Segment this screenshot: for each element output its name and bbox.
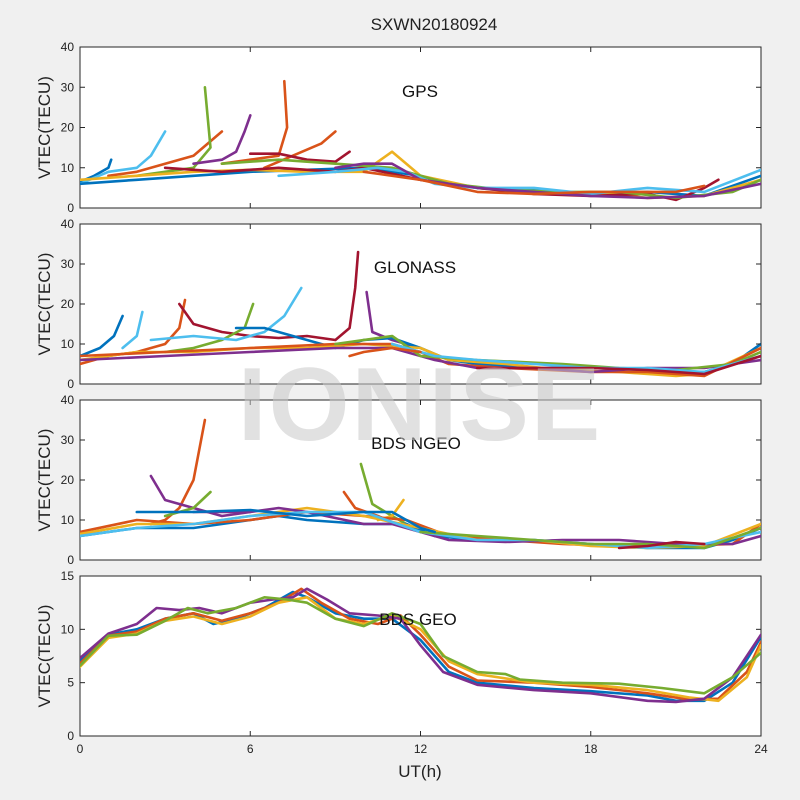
series-group bbox=[80, 250, 761, 378]
system-label: BDS NGEO bbox=[371, 434, 461, 453]
y-tick-label: 0 bbox=[67, 377, 74, 391]
figure-title: SXWN20180924 bbox=[371, 15, 498, 34]
y-tick-label: 30 bbox=[61, 80, 75, 94]
series-line-4 bbox=[135, 86, 212, 178]
series-group bbox=[80, 79, 761, 202]
y-tick-label: 40 bbox=[61, 217, 75, 231]
x-tick-label: 12 bbox=[414, 742, 428, 756]
y-tick-label: 10 bbox=[61, 622, 75, 636]
watermark: IONISE bbox=[238, 347, 603, 463]
series-line-7 bbox=[149, 286, 303, 342]
system-label: GLONASS bbox=[374, 258, 456, 277]
series-line-7 bbox=[263, 130, 337, 170]
series-group bbox=[80, 418, 761, 550]
subplot-1: 0 10 20 30 40 VTEC(TECU) GPS bbox=[35, 40, 762, 215]
y-tick-label: 10 bbox=[61, 337, 75, 351]
x-tick-label: 24 bbox=[754, 742, 768, 756]
y-tick-label: 10 bbox=[61, 513, 75, 527]
series-group bbox=[80, 587, 761, 704]
series-line-6 bbox=[220, 79, 289, 165]
series-line-2 bbox=[80, 130, 167, 186]
series-line-6 bbox=[163, 302, 255, 354]
y-tick-label: 40 bbox=[61, 393, 75, 407]
series-line-15 bbox=[348, 346, 422, 358]
subplot-panels: 0 10 20 30 40 VTEC(TECU) GPS 0 10 20 30 40 VTEC(TECU… bbox=[35, 40, 768, 756]
series-line-3 bbox=[163, 490, 212, 518]
y-tick-label: 10 bbox=[61, 161, 75, 175]
subplot-3: 0 10 20 30 40 VTEC(TECU) BDS NGEO bbox=[35, 393, 762, 567]
series-line-1 bbox=[80, 314, 124, 358]
series-line-4 bbox=[80, 587, 761, 704]
y-tick-label: 0 bbox=[67, 553, 74, 567]
series-line-13 bbox=[135, 508, 436, 534]
y-tick-label: 20 bbox=[61, 121, 75, 135]
series-line-5 bbox=[80, 596, 761, 695]
series-line-12 bbox=[419, 526, 761, 550]
x-tick-label: 0 bbox=[77, 742, 84, 756]
series-line-12 bbox=[334, 334, 761, 372]
y-axis-label: VTEC(TECU) bbox=[35, 253, 54, 356]
subplot-2: 0 10 20 30 40 VTEC(TECU) GLONASS bbox=[35, 217, 762, 391]
subplot-4: 0 5 10 15 0 6 12 18 24 VTEC(TECU) BDS GEO bbox=[35, 569, 768, 756]
y-tick-label: 0 bbox=[67, 729, 74, 743]
y-tick-label: 0 bbox=[67, 201, 74, 215]
y-tick-label: 5 bbox=[67, 676, 74, 690]
y-tick-label: 20 bbox=[61, 297, 75, 311]
axes-frame bbox=[79, 575, 762, 737]
series-line-13 bbox=[390, 342, 761, 374]
y-tick-label: 30 bbox=[61, 433, 75, 447]
y-axis-label: VTEC(TECU) bbox=[35, 429, 54, 532]
y-axis-label: VTEC(TECU) bbox=[35, 76, 54, 179]
y-axis-label: VTEC(TECU) bbox=[35, 605, 54, 708]
series-line-14 bbox=[617, 540, 706, 550]
y-tick-label: 40 bbox=[61, 40, 75, 54]
y-tick-label: 30 bbox=[61, 257, 75, 271]
x-tick-label: 6 bbox=[247, 742, 254, 756]
series-line-15 bbox=[362, 170, 706, 196]
y-tick-label: 15 bbox=[61, 569, 75, 583]
system-label: BDS GEO bbox=[379, 610, 456, 629]
axes-frame bbox=[79, 46, 762, 209]
series-line-8 bbox=[249, 150, 351, 163]
series-line-14 bbox=[476, 354, 761, 376]
series-line-2 bbox=[80, 587, 761, 701]
series-line-2 bbox=[121, 310, 144, 350]
x-axis-label: UT(h) bbox=[398, 762, 441, 781]
system-label: GPS bbox=[402, 82, 438, 101]
x-tick-label: 18 bbox=[584, 742, 598, 756]
series-line-5 bbox=[192, 114, 252, 165]
y-tick-label: 20 bbox=[61, 473, 75, 487]
series-line-14 bbox=[334, 162, 761, 200]
